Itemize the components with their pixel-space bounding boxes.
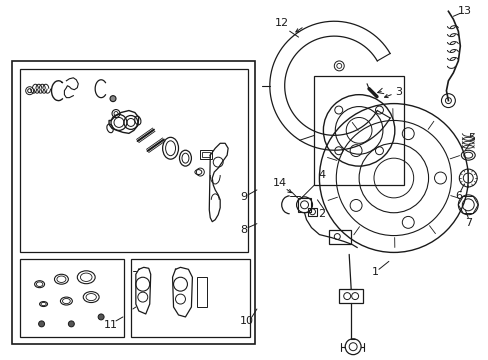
- Text: 4: 4: [318, 170, 325, 180]
- Bar: [339, 289, 362, 303]
- Text: 2: 2: [317, 209, 325, 219]
- Circle shape: [98, 314, 104, 320]
- Circle shape: [68, 321, 74, 327]
- Circle shape: [39, 321, 44, 327]
- Text: 11: 11: [104, 320, 118, 330]
- Text: 1: 1: [371, 267, 378, 277]
- Bar: [20, 260, 123, 337]
- Bar: [297, 198, 311, 212]
- Text: 6: 6: [454, 191, 461, 201]
- Text: 3: 3: [394, 87, 402, 97]
- Text: 9: 9: [240, 192, 247, 202]
- Text: 10: 10: [240, 316, 253, 326]
- Text: 13: 13: [457, 6, 471, 16]
- Bar: [314, 76, 403, 185]
- Bar: [328, 230, 350, 244]
- Bar: [202, 152, 210, 157]
- Text: 12: 12: [274, 18, 288, 28]
- Text: 5: 5: [467, 133, 474, 143]
- Bar: [12, 61, 254, 344]
- Text: 7: 7: [464, 218, 471, 228]
- Bar: [20, 69, 247, 252]
- Circle shape: [110, 96, 116, 102]
- Bar: [197, 277, 207, 307]
- Bar: [200, 150, 212, 159]
- Text: 14: 14: [272, 178, 286, 188]
- Bar: [131, 260, 249, 337]
- Bar: [307, 208, 317, 216]
- Text: 8: 8: [240, 225, 247, 235]
